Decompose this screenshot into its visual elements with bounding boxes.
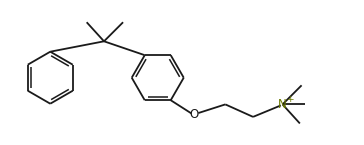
Text: N: N: [278, 98, 287, 111]
Text: +: +: [286, 95, 293, 104]
Text: O: O: [190, 108, 199, 121]
